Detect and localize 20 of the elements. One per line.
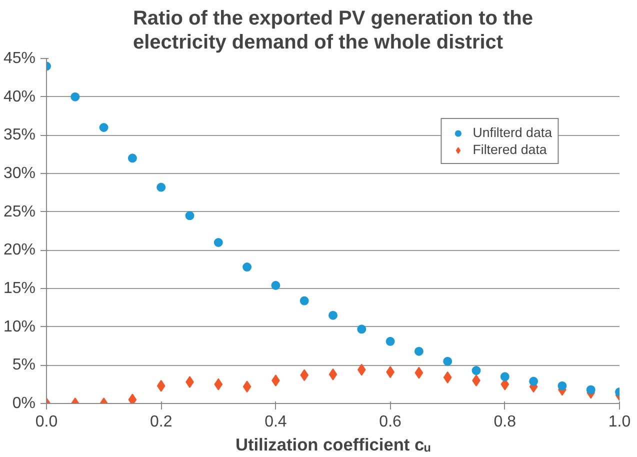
y-tick-label: 45%: [3, 50, 36, 67]
y-tick-label: 0%: [12, 395, 36, 412]
legend-label: Filtered data: [472, 142, 547, 157]
y-tick-label: 25%: [3, 203, 36, 220]
chart-title: Ratio of the exported PV generation to the electricity demand of the whole district: [132, 7, 534, 54]
y-tick-label: 15%: [3, 280, 36, 297]
legend-label: Unfilterd data: [472, 125, 552, 140]
x-tick-label: 0.6: [379, 414, 402, 430]
x-tick-label: 0.8: [494, 414, 516, 430]
y-tick-label: 10%: [3, 318, 36, 336]
x-tick-label: 0.4: [264, 414, 287, 430]
x-tick-label: 0.2: [150, 414, 172, 430]
y-tick-label: 20%: [3, 242, 36, 259]
y-tick-label: 35%: [3, 126, 36, 144]
y-tick-label: 5%: [12, 356, 36, 374]
y-tick-label: 30%: [3, 165, 36, 182]
x-axis-title: Utilization coefficient cᵤ: [235, 434, 432, 454]
y-tick-label: 40%: [3, 88, 36, 106]
x-tick-label: 0.0: [35, 414, 58, 430]
x-tick-label: 1.0: [608, 414, 631, 430]
